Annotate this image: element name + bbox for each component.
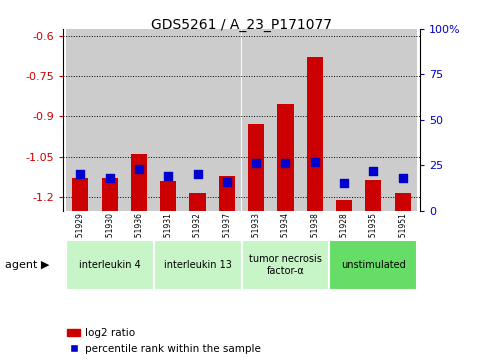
Point <box>282 160 289 166</box>
Bar <box>277 104 294 211</box>
Point <box>106 175 114 181</box>
Point <box>311 159 319 164</box>
Bar <box>395 193 411 211</box>
Text: agent ▶: agent ▶ <box>5 260 49 270</box>
Point <box>252 160 260 166</box>
Text: unstimulated: unstimulated <box>341 260 406 270</box>
Point <box>194 171 201 177</box>
Bar <box>189 193 206 211</box>
Bar <box>300 29 329 211</box>
Point <box>369 168 377 174</box>
Bar <box>212 29 242 211</box>
Bar <box>160 181 176 211</box>
Bar <box>183 29 212 211</box>
Text: interleukin 13: interleukin 13 <box>164 260 231 270</box>
Text: tumor necrosis
factor-α: tumor necrosis factor-α <box>249 254 322 276</box>
Bar <box>336 200 352 211</box>
Point <box>399 175 407 181</box>
Bar <box>329 29 359 211</box>
Bar <box>307 57 323 211</box>
Point <box>135 166 143 172</box>
Bar <box>154 29 183 211</box>
Text: interleukin 4: interleukin 4 <box>79 260 141 270</box>
Bar <box>72 178 88 211</box>
Bar <box>101 178 118 211</box>
Bar <box>388 29 417 211</box>
Point <box>223 179 231 184</box>
Point <box>340 180 348 186</box>
Bar <box>365 180 382 211</box>
Legend: log2 ratio, percentile rank within the sample: log2 ratio, percentile rank within the s… <box>63 324 265 358</box>
Bar <box>66 29 95 211</box>
Bar <box>359 29 388 211</box>
Bar <box>248 125 264 211</box>
Bar <box>124 29 154 211</box>
Bar <box>271 29 300 211</box>
Bar <box>219 176 235 211</box>
Point <box>76 171 84 177</box>
Point <box>164 173 172 179</box>
Text: GDS5261 / A_23_P171077: GDS5261 / A_23_P171077 <box>151 18 332 32</box>
Bar <box>95 29 124 211</box>
Bar <box>242 29 271 211</box>
Bar <box>131 154 147 211</box>
